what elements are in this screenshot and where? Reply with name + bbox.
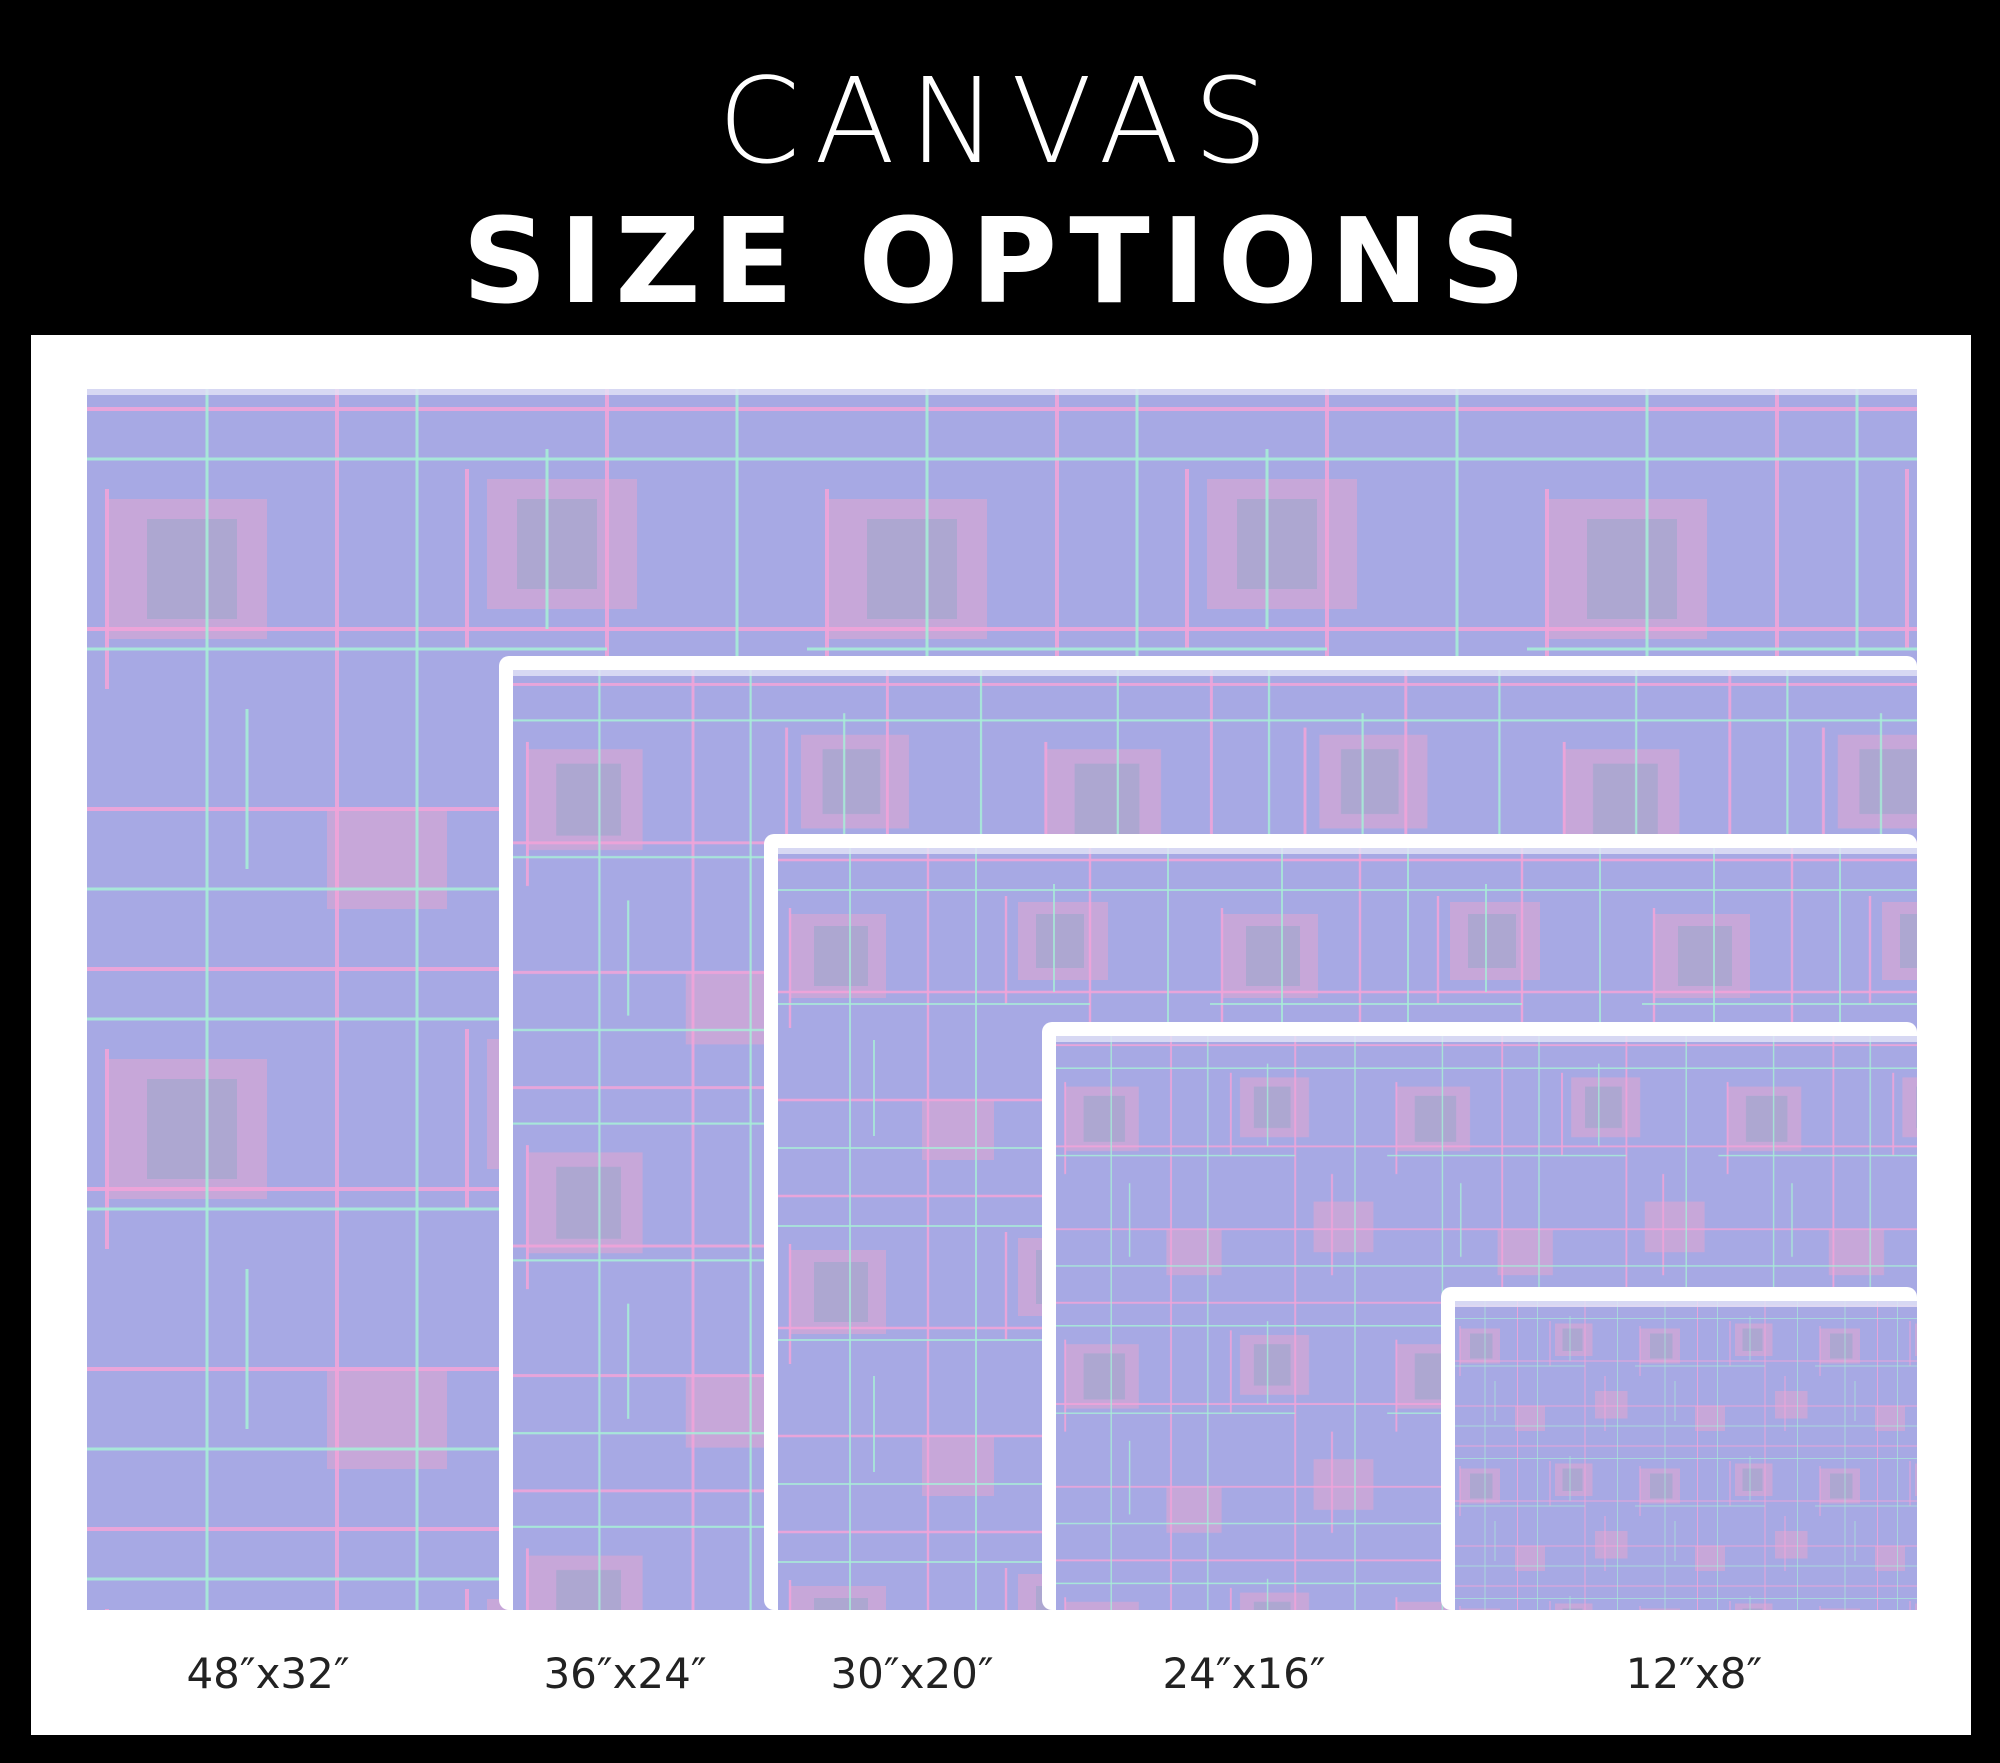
size-label: 12″x8″ — [1626, 1649, 1762, 1698]
canvas-print — [1455, 1301, 1917, 1610]
canvas-edge — [778, 848, 1917, 854]
canvases — [87, 389, 1917, 1610]
canvas-edge — [1056, 1036, 1917, 1042]
subtitle: SIZE OPTIONS — [462, 192, 1537, 330]
canvas-edge — [87, 389, 1917, 395]
canvas-edge — [1455, 1301, 1917, 1307]
canvas-edge — [513, 670, 1917, 676]
title: CANVAS — [718, 52, 1282, 190]
size-label: 24″x16″ — [1162, 1649, 1325, 1698]
labels: 48″x32″ 36″x24″ 30″x20″ 24″x16″ 12″x8″ — [186, 1649, 1762, 1698]
size-label: 48″x32″ — [186, 1649, 349, 1698]
size-label: 30″x20″ — [830, 1649, 993, 1698]
size-label: 36″x24″ — [543, 1649, 706, 1698]
